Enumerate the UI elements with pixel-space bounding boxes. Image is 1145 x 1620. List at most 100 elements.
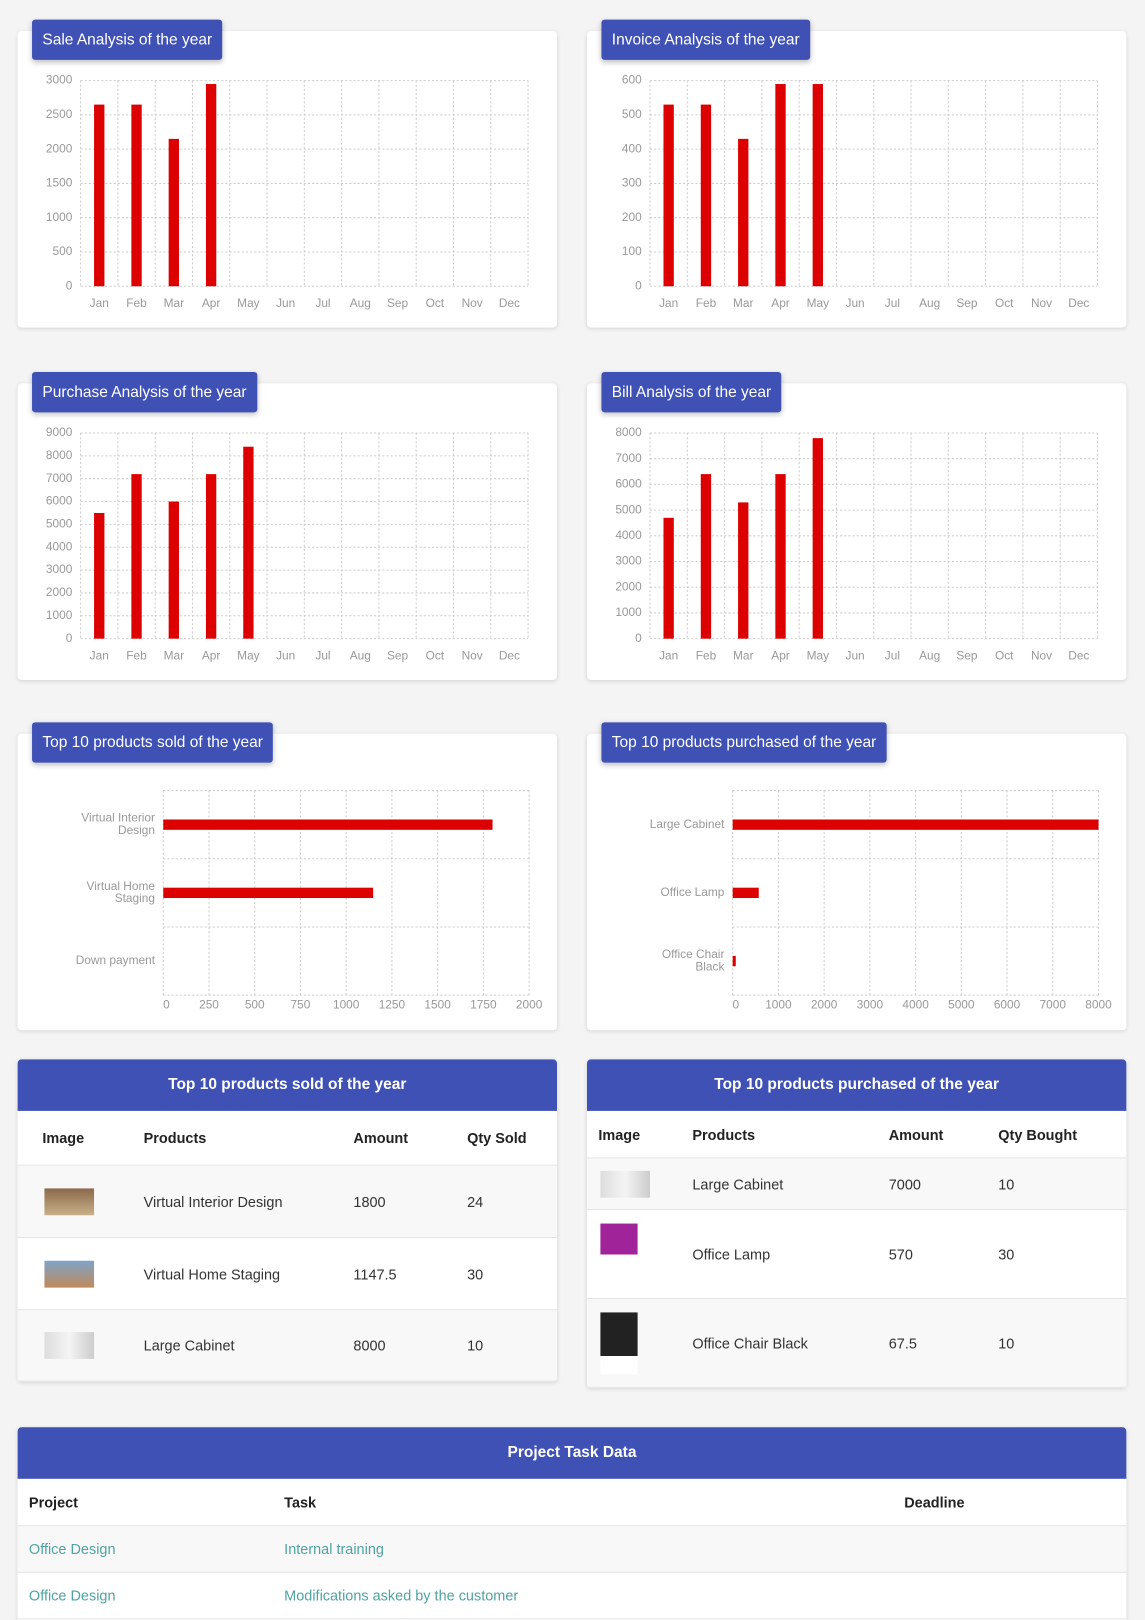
bar xyxy=(243,446,254,639)
x-tick-label: Apr xyxy=(202,648,221,662)
column-header: Project xyxy=(28,1493,78,1511)
y-tick-label: 0 xyxy=(635,631,642,645)
bar xyxy=(663,104,674,287)
task-link[interactable]: Modifications asked by the customer xyxy=(284,1587,519,1604)
x-tick-label: Oct xyxy=(995,648,1014,662)
y-tick-label: 4000 xyxy=(46,539,73,553)
y-tick-label: 1000 xyxy=(46,210,73,224)
bar xyxy=(94,512,105,639)
table-cell: 10 xyxy=(467,1337,484,1354)
bar xyxy=(131,104,142,287)
y-tick-label: 2500 xyxy=(46,107,73,121)
x-tick-label: 1000 xyxy=(765,998,792,1012)
y-tick-label: Large Cabinet xyxy=(649,818,725,831)
y-tick-label: 8000 xyxy=(615,425,642,439)
x-tick-label: 0 xyxy=(732,998,739,1012)
x-tick-label: Dec xyxy=(499,296,520,310)
category-label-box: Office Chair Black xyxy=(662,949,725,974)
x-tick-label: Sep xyxy=(956,296,978,310)
y-tick-label: 2000 xyxy=(615,579,642,593)
y-tick-label: 0 xyxy=(635,278,642,292)
bar xyxy=(163,887,374,899)
task-link[interactable]: Office Design xyxy=(28,1540,116,1558)
chart-card: Purchase Analysis of the year 0 1000 2000 30… xyxy=(17,372,558,680)
category-label-box: Down payment xyxy=(75,954,156,968)
task-link[interactable]: Office Design xyxy=(28,1587,116,1604)
column-header: Task xyxy=(284,1493,317,1511)
table-cell: Virtual Interior Design xyxy=(143,1193,283,1210)
x-tick-label: 2000 xyxy=(811,998,838,1012)
bar xyxy=(775,84,786,287)
x-tick-label: Jan xyxy=(90,296,109,310)
x-tick-label: 3000 xyxy=(857,998,884,1012)
x-tick-label: Jun xyxy=(276,296,295,310)
x-tick-label: Aug xyxy=(350,296,371,310)
x-tick-label: Mar xyxy=(164,296,184,310)
product-image xyxy=(44,1187,95,1215)
y-tick-label: 5000 xyxy=(46,517,73,531)
y-tick-label: 5000 xyxy=(615,502,642,516)
x-tick-label: Apr xyxy=(771,296,790,310)
x-tick-label: Oct xyxy=(426,648,445,662)
x-tick-label: Aug xyxy=(919,296,940,310)
chart: 0 500 1000 1500 2000 2500 3000 Jan Feb Mar Apr May J… xyxy=(46,73,529,310)
column-header: Image xyxy=(598,1125,641,1143)
x-tick-label: Sep xyxy=(387,648,409,662)
product-image xyxy=(600,1170,651,1198)
table-row: Large Cabinet 8000 10 xyxy=(17,1310,558,1382)
x-tick-label: 7000 xyxy=(1040,998,1067,1012)
y-tick-label: 1000 xyxy=(46,608,73,622)
x-tick-label: 0 xyxy=(163,998,170,1012)
table-title: Top 10 products sold of the year xyxy=(17,1059,558,1111)
bar xyxy=(131,474,142,639)
x-tick-label: Apr xyxy=(202,296,221,310)
table-row: Large Cabinet 7000 10 xyxy=(586,1158,1127,1211)
table-cell: 10 xyxy=(998,1334,1015,1352)
y-tick-label: Down payment xyxy=(75,954,156,968)
table-row: Virtual Interior Design 1800 24 xyxy=(17,1165,558,1239)
x-tick-label: Mar xyxy=(733,296,753,310)
x-tick-label: Aug xyxy=(919,648,940,662)
x-tick-label: 1500 xyxy=(424,998,451,1012)
table-cell: 67.5 xyxy=(888,1334,917,1352)
y-tick-label: 0 xyxy=(66,278,73,292)
bar xyxy=(205,474,217,639)
y-tick-label: Office Lamp xyxy=(660,886,725,900)
x-tick-label: 1000 xyxy=(333,998,360,1012)
x-tick-label: Nov xyxy=(1031,296,1052,310)
chart: 0 250 500 750 1000 1250 1500 1750 2000 Virtual In… xyxy=(75,790,543,1012)
column-header: Products xyxy=(143,1129,207,1147)
task-link[interactable]: Internal training xyxy=(284,1540,384,1558)
x-tick-label: 6000 xyxy=(994,998,1021,1012)
x-tick-label: May xyxy=(237,296,259,310)
y-tick-label: 600 xyxy=(622,73,642,87)
y-tick-label: 8000 xyxy=(46,448,73,462)
x-tick-label: Sep xyxy=(956,648,978,662)
table-title: Project Task Data xyxy=(17,1427,1127,1479)
x-tick-label: 5000 xyxy=(948,998,975,1012)
y-tick-label: 6000 xyxy=(615,477,642,491)
x-tick-label: 500 xyxy=(245,998,265,1012)
x-tick-label: Feb xyxy=(696,648,717,662)
x-tick-label: 1750 xyxy=(470,998,497,1012)
bar xyxy=(168,138,179,287)
x-tick-label: May xyxy=(807,648,829,662)
table-cell: 30 xyxy=(467,1265,484,1282)
table-cell: 570 xyxy=(888,1245,913,1263)
table-cell: 30 xyxy=(998,1245,1015,1263)
x-tick-label: Jan xyxy=(659,648,678,662)
bar xyxy=(775,474,786,639)
x-tick-label: May xyxy=(237,648,259,662)
category-label-box: Virtual Interior Design xyxy=(81,812,155,837)
table-cell: 1800 xyxy=(353,1193,386,1210)
x-tick-label: Feb xyxy=(696,296,717,310)
table-cell: 1147.5 xyxy=(353,1265,397,1282)
table-cell: Virtual Home Staging xyxy=(143,1265,281,1282)
y-tick-label: 3000 xyxy=(615,554,642,568)
y-tick-label: 500 xyxy=(622,107,642,121)
chart-card: Top 10 products purchased of the year 0 10… xyxy=(586,722,1127,1031)
table-row: Office Lamp 570 30 xyxy=(586,1210,1127,1299)
x-tick-label: Feb xyxy=(126,648,147,662)
